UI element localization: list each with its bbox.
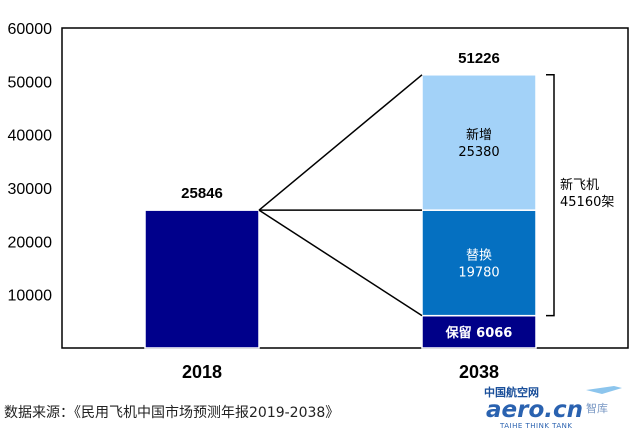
y-axis: 10000 20000 30000 40000 50000 60000 <box>8 21 53 305</box>
segment-label: 19780 <box>458 265 499 280</box>
svg-text:aero.cn: aero.cn <box>486 397 583 423</box>
connector-line <box>258 209 423 317</box>
x-axis: 2018 2038 <box>182 362 499 382</box>
x-tick-label: 2038 <box>459 362 499 382</box>
y-tick-label: 20000 <box>8 234 53 251</box>
bar-segment <box>421 74 537 211</box>
segment-label: 新增 <box>466 127 492 143</box>
segment-label: 替换 <box>466 248 492 263</box>
svg-text:智库: 智库 <box>586 401 608 415</box>
connector-line <box>258 74 423 211</box>
annotations: 25846 51226 新飞机 45160架 <box>181 50 614 317</box>
bar-total-label: 25846 <box>181 185 223 202</box>
source-note: 数据来源：《民用飞机中国市场预测年报2019-2038》 <box>4 405 340 421</box>
y-tick-label: 30000 <box>8 181 53 198</box>
chart: 10000 20000 30000 40000 50000 60000 保留 6066 替换… <box>8 21 629 382</box>
x-tick-label: 2018 <box>182 362 222 382</box>
bracket-label: 新飞机 <box>560 177 599 193</box>
y-tick-label: 60000 <box>8 21 53 38</box>
bar-segment <box>421 209 537 317</box>
svg-text:TAIHE THINK TANK: TAIHE THINK TANK <box>499 422 573 430</box>
bar-segment <box>144 209 260 349</box>
svg-text:中国航空网: 中国航空网 <box>484 385 539 399</box>
segment-label: 保留 6066 <box>445 325 513 341</box>
segment-label: 25380 <box>458 145 499 160</box>
bracket-label: 45160架 <box>560 195 614 210</box>
plot-frame <box>61 27 629 349</box>
bars: 保留 6066 替换 19780 新增 25380 <box>144 74 537 349</box>
bar-total-label: 51226 <box>458 50 500 67</box>
y-tick-label: 10000 <box>8 288 53 305</box>
aero-cn-logo: 中国航空网 aero.cn 智库 TAIHE THINK TANK <box>484 385 622 430</box>
y-tick-label: 50000 <box>8 74 53 91</box>
plane-icon <box>586 386 622 394</box>
bracket <box>546 74 555 317</box>
y-tick-label: 40000 <box>8 128 53 145</box>
